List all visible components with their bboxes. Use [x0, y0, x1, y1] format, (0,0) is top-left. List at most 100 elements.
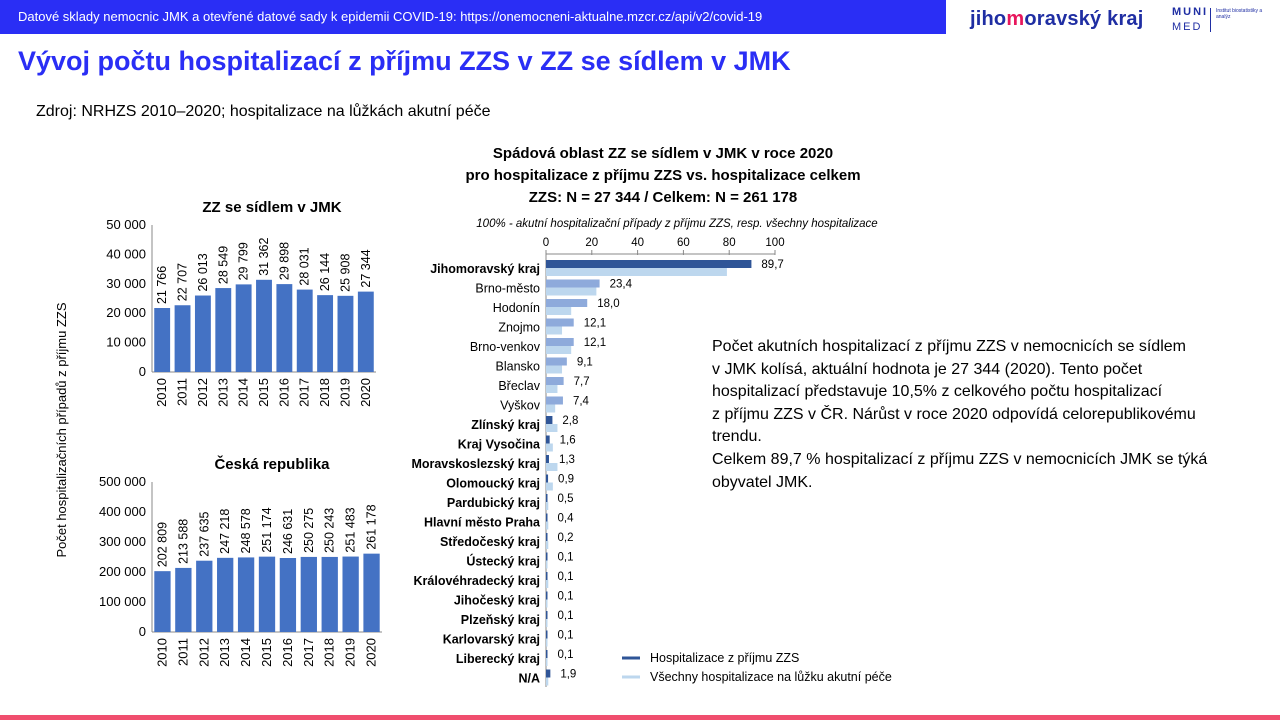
muni-logo-line1: MUNI [1172, 6, 1209, 18]
jmk-chart-xtick-label: 2016 [276, 378, 291, 407]
jmk-logo[interactable]: jihomoravský kraj [970, 8, 1144, 31]
jmk-chart-ytick-label: 50 000 [106, 217, 146, 232]
region-chart-data-label: 1,3 [559, 454, 575, 466]
region-chart-title-line: pro hospitalizace z příjmu ZZS vs. hospi… [465, 167, 860, 184]
cr-chart-title: Česká republika [214, 455, 330, 473]
region-chart-data-label: 9,1 [577, 357, 593, 369]
region-chart-category-label: Královéhradecký kraj [414, 574, 540, 588]
page-title: Vývoj počtu hospitalizací z příjmu ZZS v… [18, 46, 791, 76]
region-chart-data-label: 12,1 [584, 318, 606, 330]
jmk-chart-data-label: 25 908 [338, 254, 352, 292]
region-chart-bar-all [546, 658, 548, 666]
region-chart-category-label: Hodonín [493, 301, 540, 315]
region-chart-category-label: Liberecký kraj [456, 652, 540, 666]
jmk-chart-data-label: 22 707 [176, 263, 190, 301]
description-line: obyvatel JMK. [712, 473, 813, 491]
region-chart-bar-all [546, 346, 572, 354]
region-chart-category-label: Blansko [496, 359, 541, 373]
region-chart-data-label: 23,4 [610, 279, 633, 291]
region-chart-bar-all [546, 502, 549, 510]
region-chart-category-label: N/A [518, 671, 540, 685]
region-chart-xtick-label: 60 [677, 237, 690, 249]
region-chart-bar-zzs [546, 357, 567, 366]
jmk-logo-text-1: jiho [970, 8, 1007, 30]
jmk-chart-xtick-label: 2013 [215, 378, 230, 407]
region-chart-bar-zzs [546, 513, 548, 522]
region-chart-data-label: 7,4 [573, 396, 590, 408]
cr-chart-xtick-label: 2018 [322, 638, 337, 667]
jmk-chart-data-label: 28 549 [216, 246, 230, 284]
jmk-chart-ytick-label: 30 000 [106, 276, 146, 291]
cr-chart-bar [154, 571, 171, 632]
region-chart-bar-all [546, 638, 548, 647]
region-chart-data-label: 0,1 [558, 591, 574, 603]
jmk-chart-data-label: 29 799 [237, 242, 251, 280]
region-chart-bar-all [546, 482, 553, 491]
cr-chart-data-label: 202 809 [155, 522, 169, 567]
region-chart-bar-zzs [546, 611, 548, 619]
jmk-chart-data-label: 21 766 [155, 266, 169, 304]
region-chart-subtitle: 100% - akutní hospitalizační případy z p… [476, 218, 877, 230]
cr-chart-bar [258, 556, 276, 632]
region-chart-bar-all [546, 521, 549, 530]
muni-med-logo[interactable]: MUNI MED Institut biostatistiky a analýz [1172, 6, 1272, 36]
jmk-chart-bar [174, 305, 191, 372]
jmk-chart-bar [317, 295, 334, 372]
region-chart-category-label: Znojmo [498, 320, 540, 334]
description-text: Počet akutních hospitalizací z příjmu ZZ… [712, 336, 1232, 494]
cr-chart-data-label: 251 174 [260, 507, 274, 552]
cr-chart-ytick-label: 0 [139, 624, 146, 639]
region-chart-xtick-label: 20 [585, 237, 598, 249]
cr-chart-data-label: 247 218 [218, 509, 232, 554]
region-chart-bar-all [546, 541, 549, 549]
cr-chart-bar [363, 553, 380, 632]
description-line: trendu. [712, 428, 762, 446]
region-chart-bar-zzs [546, 650, 548, 658]
region-chart-data-label: 0,1 [558, 552, 574, 564]
region-chart-category-label: Kraj Vysočina [458, 437, 541, 451]
region-chart-bar-zzs [546, 377, 564, 385]
cr-chart-xtick-label: 2014 [238, 638, 253, 667]
region-chart-xtick-label: 0 [543, 237, 549, 249]
region-chart-bar-all [546, 599, 548, 608]
region-chart-category-label: Ústecký kraj [466, 553, 540, 568]
jmk-chart-data-label: 26 144 [318, 253, 332, 291]
jmk-chart-bar [296, 289, 313, 372]
jmk-chart-ytick-label: 10 000 [106, 335, 146, 350]
region-chart-bar-zzs [546, 630, 548, 639]
region-chart-category-label: Jihomoravský kraj [430, 262, 540, 276]
jmk-chart-bar [154, 308, 171, 372]
region-chart-data-label: 12,1 [584, 337, 606, 349]
shared-y-axis-label: Počet hospitalizačních případů z příjmu … [54, 302, 69, 557]
region-chart-category-label: Jihočeský kraj [454, 593, 540, 607]
jmk-logo-text-3: oravský kraj [1024, 8, 1144, 30]
jmk-chart-xtick-label: 2017 [297, 378, 312, 407]
cr-chart-bar [321, 556, 338, 632]
cr-chart-data-label: 246 631 [281, 509, 295, 554]
region-chart-data-label: 0,1 [558, 571, 574, 583]
jmk-chart-bar [337, 295, 354, 372]
region-chart-data-label: 1,9 [560, 669, 576, 681]
region-chart-bar-all [546, 424, 558, 432]
region-chart-category-label: Karlovarský kraj [443, 632, 540, 646]
jmk-chart-xtick-label: 2020 [358, 378, 373, 407]
region-chart-data-label: 0,1 [558, 610, 574, 622]
region-chart-data-label: 0,1 [558, 649, 574, 661]
region-chart-bar-all [546, 287, 597, 296]
jmk-chart-title: ZZ se sídlem v JMK [202, 199, 341, 216]
cr-chart-ytick-label: 400 000 [99, 504, 146, 519]
region-chart-bar-all [546, 560, 548, 569]
region-chart-category-label: Středočeský kraj [440, 535, 540, 549]
cr-chart-bar [300, 556, 317, 632]
region-chart-bar-zzs [546, 533, 548, 541]
cr-chart-ytick-label: 300 000 [99, 534, 146, 549]
description-line: Počet akutních hospitalizací z příjmu ZZ… [712, 338, 1186, 355]
jmk-chart-xtick-label: 2012 [195, 378, 210, 407]
cr-chart-xtick-label: 2017 [301, 638, 316, 667]
cr-chart-data-label: 250 243 [323, 508, 337, 553]
description-line: hospitalizací představuje 10,5% z celkov… [712, 383, 1163, 401]
region-chart-bar-zzs [546, 435, 550, 444]
region-chart-data-label: 18,0 [597, 298, 619, 310]
region-chart-xtick-label: 40 [631, 237, 644, 249]
region-chart-bar-zzs [546, 396, 563, 405]
